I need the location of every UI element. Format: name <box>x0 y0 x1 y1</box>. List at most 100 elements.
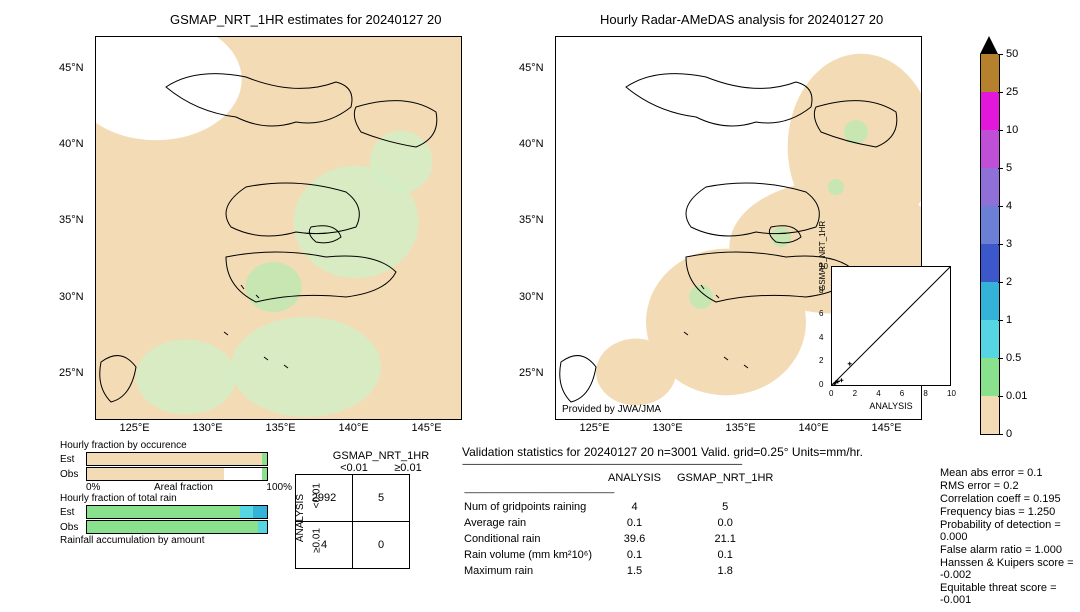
scatter-ytick: 10 <box>819 262 828 271</box>
colorbar-segment <box>980 168 1000 206</box>
stats-metric-value: 0.2 <box>1003 480 1018 492</box>
right-map: Provided by JWA/JMAANALYSISGSMAP_NRT_1HR… <box>555 36 922 420</box>
scatter-ytick: 6 <box>819 309 823 318</box>
ytick-label: 35°N <box>59 214 84 226</box>
bar-axis-left: 0% <box>86 482 100 493</box>
stats-cell: 1.8 <box>677 564 787 578</box>
colorbar-segment <box>980 244 1000 282</box>
bar-segment <box>224 468 262 480</box>
stats-col1: ANALYSIS <box>608 471 675 485</box>
stats-cell: 21.1 <box>677 532 787 546</box>
ytick-label: 45°N <box>59 62 84 74</box>
stats-cell: 0.0 <box>677 516 787 530</box>
right-map-title: Hourly Radar-AMeDAS analysis for 2024012… <box>600 12 883 27</box>
colorbar-label: 10 <box>1006 124 1018 136</box>
scatter-xtick: 2 <box>853 389 857 398</box>
colorbar-label: 5 <box>1006 162 1012 174</box>
colorbar-label: 0.01 <box>1006 390 1027 402</box>
stats-col2: GSMAP_NRT_1HR <box>677 471 787 485</box>
stats-row-label: Average rain <box>464 516 606 530</box>
xtick-label: 145°E <box>872 422 902 434</box>
xtick-label: 130°E <box>653 422 683 434</box>
colorbar-segment <box>980 130 1000 168</box>
colorbar-label: 0.5 <box>1006 352 1021 364</box>
stats-metric-value: -0.002 <box>940 569 971 581</box>
colorbar-segment <box>980 36 998 54</box>
stats-cell: 1.5 <box>608 564 675 578</box>
cont-cell: 4 <box>296 522 353 569</box>
colorbar-label: 1 <box>1006 314 1012 326</box>
bars-section: Hourly fraction by occurenceEstObs0%Area… <box>60 440 292 546</box>
stats-cell: 0.1 <box>677 548 787 562</box>
stats-metric-label: False alarm ratio = <box>940 544 1031 556</box>
ytick-label: 35°N <box>519 214 544 226</box>
stats-row-label: Rain volume (mm km²10⁶) <box>464 548 606 562</box>
cont-cell: 2992 <box>296 475 353 522</box>
bar-segment <box>240 506 253 518</box>
ytick-label: 40°N <box>59 138 84 150</box>
bar-row-label: Obs <box>60 522 86 533</box>
colorbar: 502510543210.50.010 <box>980 36 1000 435</box>
stats-metric-value: 0.195 <box>1033 493 1061 505</box>
colorbar-label: 50 <box>1006 48 1018 60</box>
stats-metric-value: -0.001 <box>940 594 971 606</box>
stats-metric-label: Mean abs error = <box>940 467 1024 479</box>
scatter-ytick: 8 <box>819 286 823 295</box>
scatter-ylabel: GSMAP_NRT_1HR <box>818 221 827 291</box>
stats-metric-label: Frequency bias = <box>940 506 1025 518</box>
stats-metric-value: 0.000 <box>940 531 968 543</box>
colorbar-segment <box>980 92 1000 130</box>
bar-segment <box>258 521 267 533</box>
bar-segment <box>262 468 267 480</box>
bar-row: Est <box>60 505 292 519</box>
bar-group-title: Hourly fraction by occurence <box>60 440 292 451</box>
colorbar-segment <box>980 358 1000 396</box>
stats-metric-value: 1.250 <box>1028 506 1056 518</box>
ytick-label: 40°N <box>519 138 544 150</box>
stats-metric-label: Correlation coeff = <box>940 493 1030 505</box>
stats-cell: 0.1 <box>608 548 675 562</box>
stats-cell: 0.1 <box>608 516 675 530</box>
scatter-inset: ANALYSISGSMAP_NRT_1HR00224466881010 <box>831 266 951 386</box>
ytick-label: 25°N <box>519 367 544 379</box>
stats-metric-label: Equitable threat score = <box>940 582 1057 594</box>
scatter-ytick: 0 <box>819 380 823 389</box>
bar-segment <box>253 506 267 518</box>
stats-metric-value: 0.1 <box>1027 467 1042 479</box>
stats-table: ANALYSISGSMAP_NRT_1HR-------------------… <box>462 469 789 580</box>
bar-row-label: Est <box>60 454 86 465</box>
bar-segment <box>87 506 240 518</box>
cont-col-label: <0.01 <box>327 462 381 474</box>
cont-col-label: ≥0.01 <box>381 462 435 474</box>
scatter-ytick: 4 <box>819 333 823 342</box>
cont-cell: 5 <box>353 475 410 522</box>
cont-col-header: GSMAP_NRT_1HR <box>327 450 435 462</box>
ytick-label: 45°N <box>519 62 544 74</box>
colorbar-label: 0 <box>1006 428 1012 440</box>
xtick-label: 125°E <box>120 422 150 434</box>
colorbar-segment <box>980 206 1000 244</box>
stats-metric-label: Probability of detection = <box>940 519 1061 531</box>
stats-title: Validation statistics for 20240127 20 n=… <box>462 445 1062 459</box>
scatter-xtick: 6 <box>900 389 904 398</box>
ytick-label: 30°N <box>59 291 84 303</box>
stats-metric-value: 1.000 <box>1034 544 1062 556</box>
xtick-label: 130°E <box>193 422 223 434</box>
xtick-label: 135°E <box>726 422 756 434</box>
bar-acc-title: Rainfall accumulation by amount <box>60 535 292 546</box>
bar-segment <box>262 453 267 465</box>
bar-row: Est <box>60 452 292 466</box>
stats-cell: 4 <box>608 500 675 514</box>
stats-row-label: Maximum rain <box>464 564 606 578</box>
left-map-title: GSMAP_NRT_1HR estimates for 20240127 20 <box>170 12 441 27</box>
scatter-ytick: 2 <box>819 356 823 365</box>
scatter-xtick: 10 <box>947 389 956 398</box>
contingency-table: GSMAP_NRT_1HR<0.01≥0.01ANALYSIS<0.01≥0.0… <box>295 450 435 562</box>
xtick-label: 140°E <box>339 422 369 434</box>
colorbar-segment <box>980 320 1000 358</box>
colorbar-label: 25 <box>1006 86 1018 98</box>
colorbar-label: 3 <box>1006 238 1012 250</box>
xtick-label: 125°E <box>580 422 610 434</box>
stats-right: Mean abs error = 0.1RMS error = 0.2Corre… <box>940 466 1080 607</box>
scatter-xtick: 4 <box>876 389 880 398</box>
